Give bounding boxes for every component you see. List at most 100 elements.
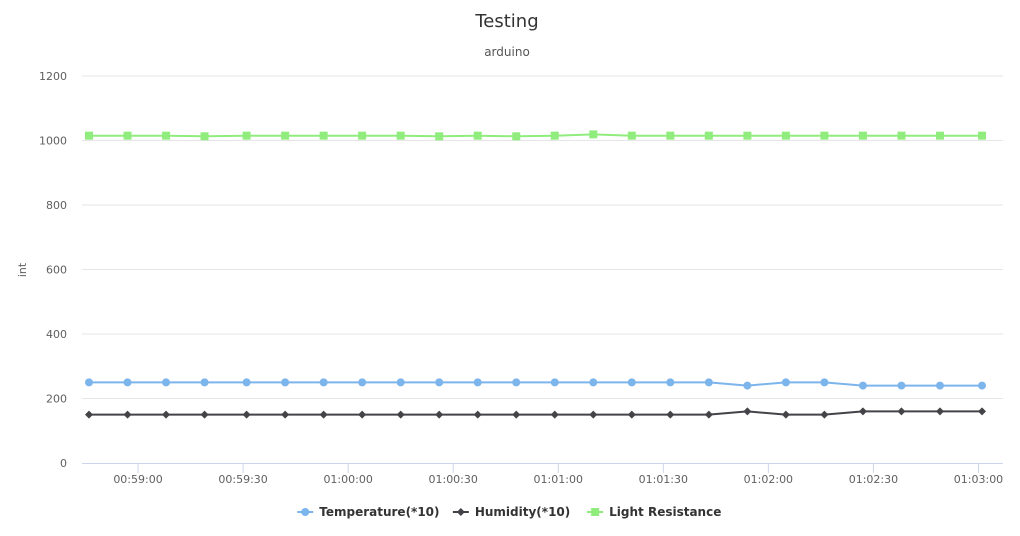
data-point-humidity-10[interactable] [627,410,636,419]
data-point-temperature-10[interactable] [281,378,290,387]
series-line-humidity-10[interactable] [88,410,983,416]
legend-symbol[interactable] [301,508,310,516]
legend-item-light-resistance[interactable]: Light Resistance [587,505,721,519]
data-point-humidity-10[interactable] [473,410,482,419]
series-light-resistance [85,130,986,141]
data-point-temperature-10[interactable] [977,381,986,390]
data-point-temperature-10[interactable] [935,381,944,390]
data-point-light-resistance[interactable] [627,131,636,140]
legend-symbol[interactable] [591,508,600,516]
y-tick-label: 600 [46,264,67,277]
data-point-temperature-10[interactable] [666,378,675,387]
data-point-light-resistance[interactable] [550,131,559,140]
data-point-temperature-10[interactable] [473,378,482,387]
series-line-light-resistance[interactable] [88,133,983,138]
data-point-humidity-10[interactable] [550,410,559,419]
y-tick-label: 200 [46,393,67,406]
data-point-temperature-10[interactable] [396,378,405,387]
data-point-temperature-10[interactable] [200,378,209,387]
data-point-light-resistance[interactable] [319,131,328,140]
data-point-light-resistance[interactable] [358,131,367,140]
data-point-humidity-10[interactable] [743,407,752,416]
data-point-humidity-10[interactable] [781,410,790,419]
data-point-humidity-10[interactable] [281,410,290,419]
data-point-temperature-10[interactable] [512,378,521,387]
legend-label: Humidity(*10) [475,505,570,519]
chart-title: Testing [474,11,538,32]
data-point-temperature-10[interactable] [123,378,132,387]
data-point-temperature-10[interactable] [319,378,328,387]
data-point-temperature-10[interactable] [435,378,444,387]
data-point-humidity-10[interactable] [319,410,328,419]
y-tick-label: 0 [60,457,67,470]
data-point-light-resistance[interactable] [281,131,290,140]
data-point-light-resistance[interactable] [512,132,521,141]
x-tick-label: 01:03:00 [954,473,1003,486]
legend-symbol[interactable] [456,508,465,516]
data-point-light-resistance[interactable] [897,131,906,140]
data-point-humidity-10[interactable] [512,410,521,419]
y-axis-title: int [16,262,29,277]
grid-layer [82,75,1003,399]
series-temperature-10 [85,378,986,390]
data-point-humidity-10[interactable] [358,410,367,419]
data-point-light-resistance[interactable] [781,131,790,140]
x-tick-label: 01:01:30 [639,473,688,486]
data-point-humidity-10[interactable] [200,410,209,419]
legend-label: Light Resistance [609,505,721,519]
data-point-light-resistance[interactable] [162,131,171,140]
data-point-temperature-10[interactable] [704,378,713,387]
data-point-light-resistance[interactable] [704,131,713,140]
data-point-humidity-10[interactable] [162,410,171,419]
series-humidity-10 [85,407,986,419]
data-point-temperature-10[interactable] [162,378,171,387]
data-point-light-resistance[interactable] [396,131,405,140]
x-tick-label: 00:59:00 [113,473,162,486]
data-point-humidity-10[interactable] [897,407,906,416]
x-tick-label: 01:02:30 [849,473,898,486]
data-point-temperature-10[interactable] [589,378,598,387]
legend[interactable]: Temperature(*10) Humidity(*10) Light Resis… [297,505,721,519]
data-point-light-resistance[interactable] [200,132,209,141]
data-point-temperature-10[interactable] [85,378,94,387]
data-point-light-resistance[interactable] [820,131,829,140]
data-point-temperature-10[interactable] [627,378,636,387]
x-tick-label: 01:02:00 [744,473,793,486]
data-point-temperature-10[interactable] [743,381,752,390]
data-point-light-resistance[interactable] [977,131,986,140]
data-point-light-resistance[interactable] [435,132,444,141]
data-point-light-resistance[interactable] [242,131,251,140]
data-point-temperature-10[interactable] [897,381,906,390]
data-point-humidity-10[interactable] [396,410,405,419]
data-point-temperature-10[interactable] [781,378,790,387]
data-point-temperature-10[interactable] [858,381,867,390]
data-point-humidity-10[interactable] [858,407,867,416]
data-point-temperature-10[interactable] [242,378,251,387]
data-point-light-resistance[interactable] [743,131,752,140]
data-point-humidity-10[interactable] [820,410,829,419]
data-point-light-resistance[interactable] [123,131,132,140]
data-point-light-resistance[interactable] [858,131,867,140]
data-point-temperature-10[interactable] [820,378,829,387]
data-point-humidity-10[interactable] [977,407,986,416]
data-point-humidity-10[interactable] [935,407,944,416]
y-tick-label: 1000 [39,135,67,148]
legend-item-temperature-10[interactable]: Temperature(*10) [297,505,440,519]
data-point-humidity-10[interactable] [242,410,251,419]
legend-item-humidity-10[interactable]: Humidity(*10) [452,505,570,519]
data-point-temperature-10[interactable] [358,378,367,387]
data-point-humidity-10[interactable] [435,410,444,419]
data-point-light-resistance[interactable] [85,131,94,140]
data-point-light-resistance[interactable] [666,131,675,140]
data-point-temperature-10[interactable] [550,378,559,387]
data-point-humidity-10[interactable] [123,410,132,419]
data-point-humidity-10[interactable] [85,410,94,419]
data-point-light-resistance[interactable] [473,131,482,140]
data-point-humidity-10[interactable] [666,410,675,419]
data-point-light-resistance[interactable] [589,130,598,139]
data-point-humidity-10[interactable] [589,410,598,419]
data-point-light-resistance[interactable] [935,131,944,140]
series-line-temperature-10[interactable] [88,381,983,387]
data-point-humidity-10[interactable] [704,410,713,419]
